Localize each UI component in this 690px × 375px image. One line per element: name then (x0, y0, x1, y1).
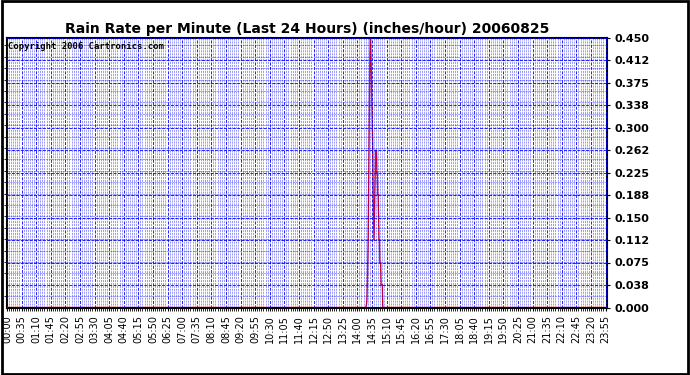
Text: Copyright 2006 Cartronics.com: Copyright 2006 Cartronics.com (8, 42, 164, 51)
Title: Rain Rate per Minute (Last 24 Hours) (inches/hour) 20060825: Rain Rate per Minute (Last 24 Hours) (in… (65, 22, 549, 36)
